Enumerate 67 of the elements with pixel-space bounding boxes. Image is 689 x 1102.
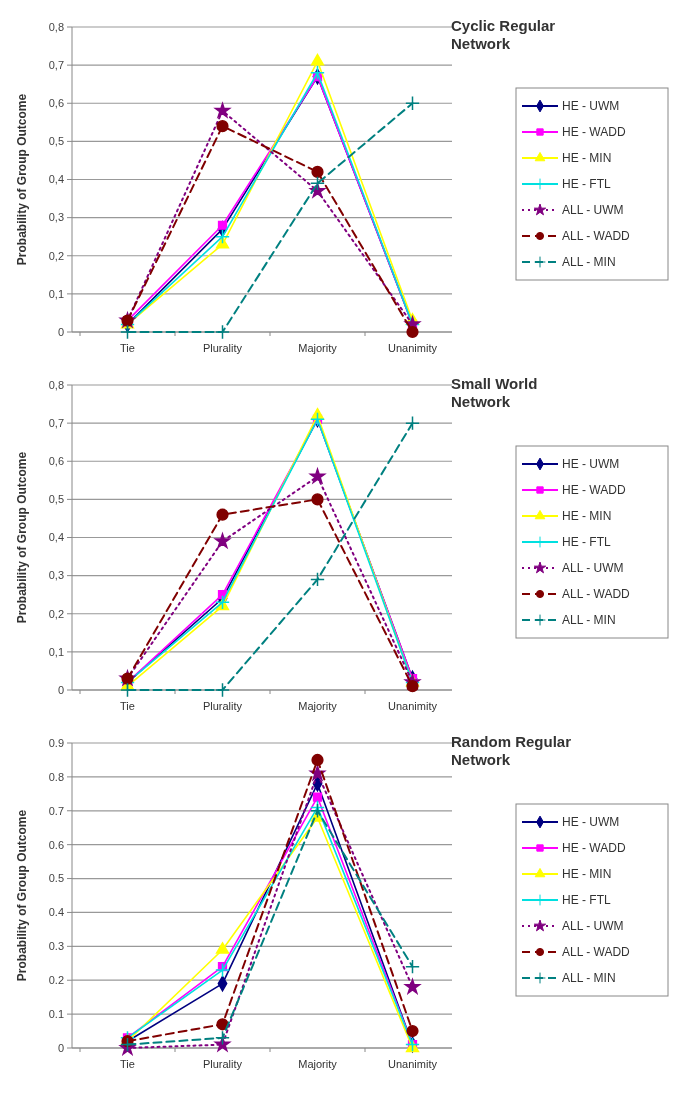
x-tick-label: Majority <box>298 342 338 354</box>
x-tick-label: Plurality <box>202 342 243 354</box>
legend-label: HE - FTL <box>562 177 611 192</box>
y-axis-title: Probability of Group Outcome <box>15 809 29 982</box>
x-tick-label: Majority <box>298 1058 338 1070</box>
legend-label: HE - MIN <box>562 151 612 166</box>
y-axis-title: Probability of Group Outcome <box>15 451 29 624</box>
y-tick-label: 0.5 <box>48 872 64 885</box>
y-tick-label: 0,7 <box>48 58 64 71</box>
text: Small World Network <box>451 375 538 410</box>
legend-label: ALL - MIN <box>562 971 616 986</box>
legend-label: HE - WADD <box>562 125 626 140</box>
legend-label: ALL - WADD <box>562 587 631 602</box>
legend-label: HE - MIN <box>562 509 612 524</box>
y-tick-label: 0,2 <box>48 249 64 262</box>
y-tick-label: 0,3 <box>48 211 64 224</box>
y-tick-label: 0,6 <box>48 455 64 468</box>
legend-label: ALL - UWM <box>562 561 624 576</box>
y-tick-label: 0.2 <box>48 974 64 987</box>
legend-label: ALL - WADD <box>562 229 631 244</box>
legend-label: HE - WADD <box>562 483 626 498</box>
y-tick-label: 0,2 <box>48 607 64 620</box>
y-tick-label: 0 <box>57 683 64 696</box>
legend-label: ALL - UWM <box>562 203 624 218</box>
y-tick-label: 0.8 <box>48 770 64 783</box>
y-tick-label: 0.4 <box>48 906 64 919</box>
y-tick-label: 0,3 <box>48 569 64 582</box>
y-tick-label: 0.3 <box>48 940 64 953</box>
x-tick-label: Tie <box>120 342 135 354</box>
y-tick-label: 0,8 <box>48 20 64 33</box>
x-tick-label: Unanimity <box>388 700 438 712</box>
x-tick-label: Unanimity <box>388 342 438 354</box>
y-tick-label: 0 <box>57 325 64 338</box>
legend-label: HE - UWM <box>562 99 620 114</box>
text: Cyclic Regular Network <box>451 17 556 52</box>
legend-label: HE - UWM <box>562 457 620 472</box>
y-tick-label: 0,5 <box>48 493 64 506</box>
y-tick-label: 0,1 <box>48 645 64 658</box>
legend-label: HE - UWM <box>562 815 620 830</box>
x-tick-label: Plurality <box>202 700 243 712</box>
y-tick-label: 0.1 <box>48 1007 64 1020</box>
y-tick-label: 0,8 <box>48 378 64 391</box>
x-tick-label: Tie <box>120 700 135 712</box>
y-axis-title: Probability of Group Outcome <box>15 93 29 266</box>
x-tick-label: Majority <box>298 700 338 712</box>
x-tick-label: Unanimity <box>388 1058 438 1070</box>
y-tick-label: 0.7 <box>48 804 64 817</box>
x-tick-label: Plurality <box>202 1058 243 1070</box>
y-tick-label: 0,5 <box>48 135 64 148</box>
x-tick-label: Tie <box>120 1058 135 1070</box>
legend-label: HE - MIN <box>562 867 612 882</box>
y-tick-label: 0,4 <box>48 531 64 544</box>
y-tick-label: 0,7 <box>48 416 64 429</box>
legend-label: ALL - MIN <box>562 613 616 628</box>
legend-label: HE - WADD <box>562 841 626 856</box>
legend-label: HE - FTL <box>562 893 611 908</box>
text: Random Regular Network <box>451 733 572 768</box>
legend-label: ALL - WADD <box>562 945 631 960</box>
y-tick-label: 0,6 <box>48 97 64 110</box>
legend-label: ALL - UWM <box>562 919 624 934</box>
y-tick-label: 0,1 <box>48 287 64 300</box>
y-tick-label: 0.6 <box>48 838 64 851</box>
legend-label: ALL - MIN <box>562 255 616 270</box>
y-tick-label: 0 <box>57 1041 64 1054</box>
y-tick-label: 0,4 <box>48 173 64 186</box>
legend-label: HE - FTL <box>562 535 611 550</box>
y-tick-label: 0.9 <box>48 736 64 749</box>
